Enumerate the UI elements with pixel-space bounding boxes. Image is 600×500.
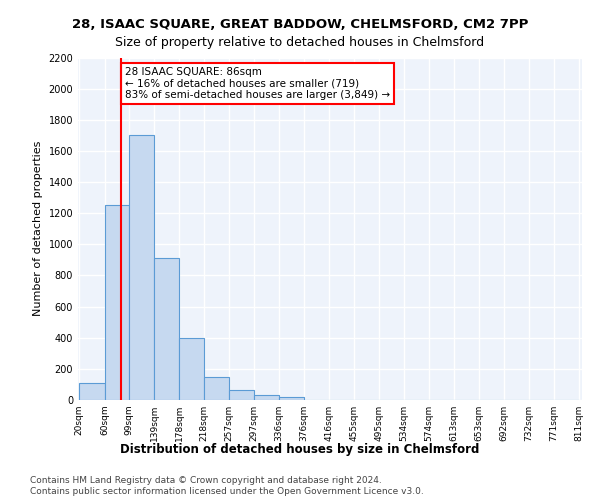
Text: Distribution of detached houses by size in Chelmsford: Distribution of detached houses by size … (121, 442, 479, 456)
Text: Contains public sector information licensed under the Open Government Licence v3: Contains public sector information licen… (30, 488, 424, 496)
Text: 28 ISAAC SQUARE: 86sqm
← 16% of detached houses are smaller (719)
83% of semi-de: 28 ISAAC SQUARE: 86sqm ← 16% of detached… (125, 67, 390, 100)
Bar (229, 390, 254, 400)
Text: Contains HM Land Registry data © Crown copyright and database right 2024.: Contains HM Land Registry data © Crown c… (30, 476, 382, 485)
Bar (104, 206, 129, 400)
Bar (205, 376, 229, 400)
Bar (254, 394, 279, 400)
Bar (129, 136, 154, 400)
Text: Size of property relative to detached houses in Chelmsford: Size of property relative to detached ho… (115, 36, 485, 49)
Bar (154, 258, 179, 400)
Bar (179, 338, 205, 400)
Text: 28, ISAAC SQUARE, GREAT BADDOW, CHELMSFORD, CM2 7PP: 28, ISAAC SQUARE, GREAT BADDOW, CHELMSFO… (72, 18, 528, 30)
Bar (279, 396, 304, 400)
Bar (79, 383, 104, 400)
Y-axis label: Number of detached properties: Number of detached properties (33, 141, 43, 316)
